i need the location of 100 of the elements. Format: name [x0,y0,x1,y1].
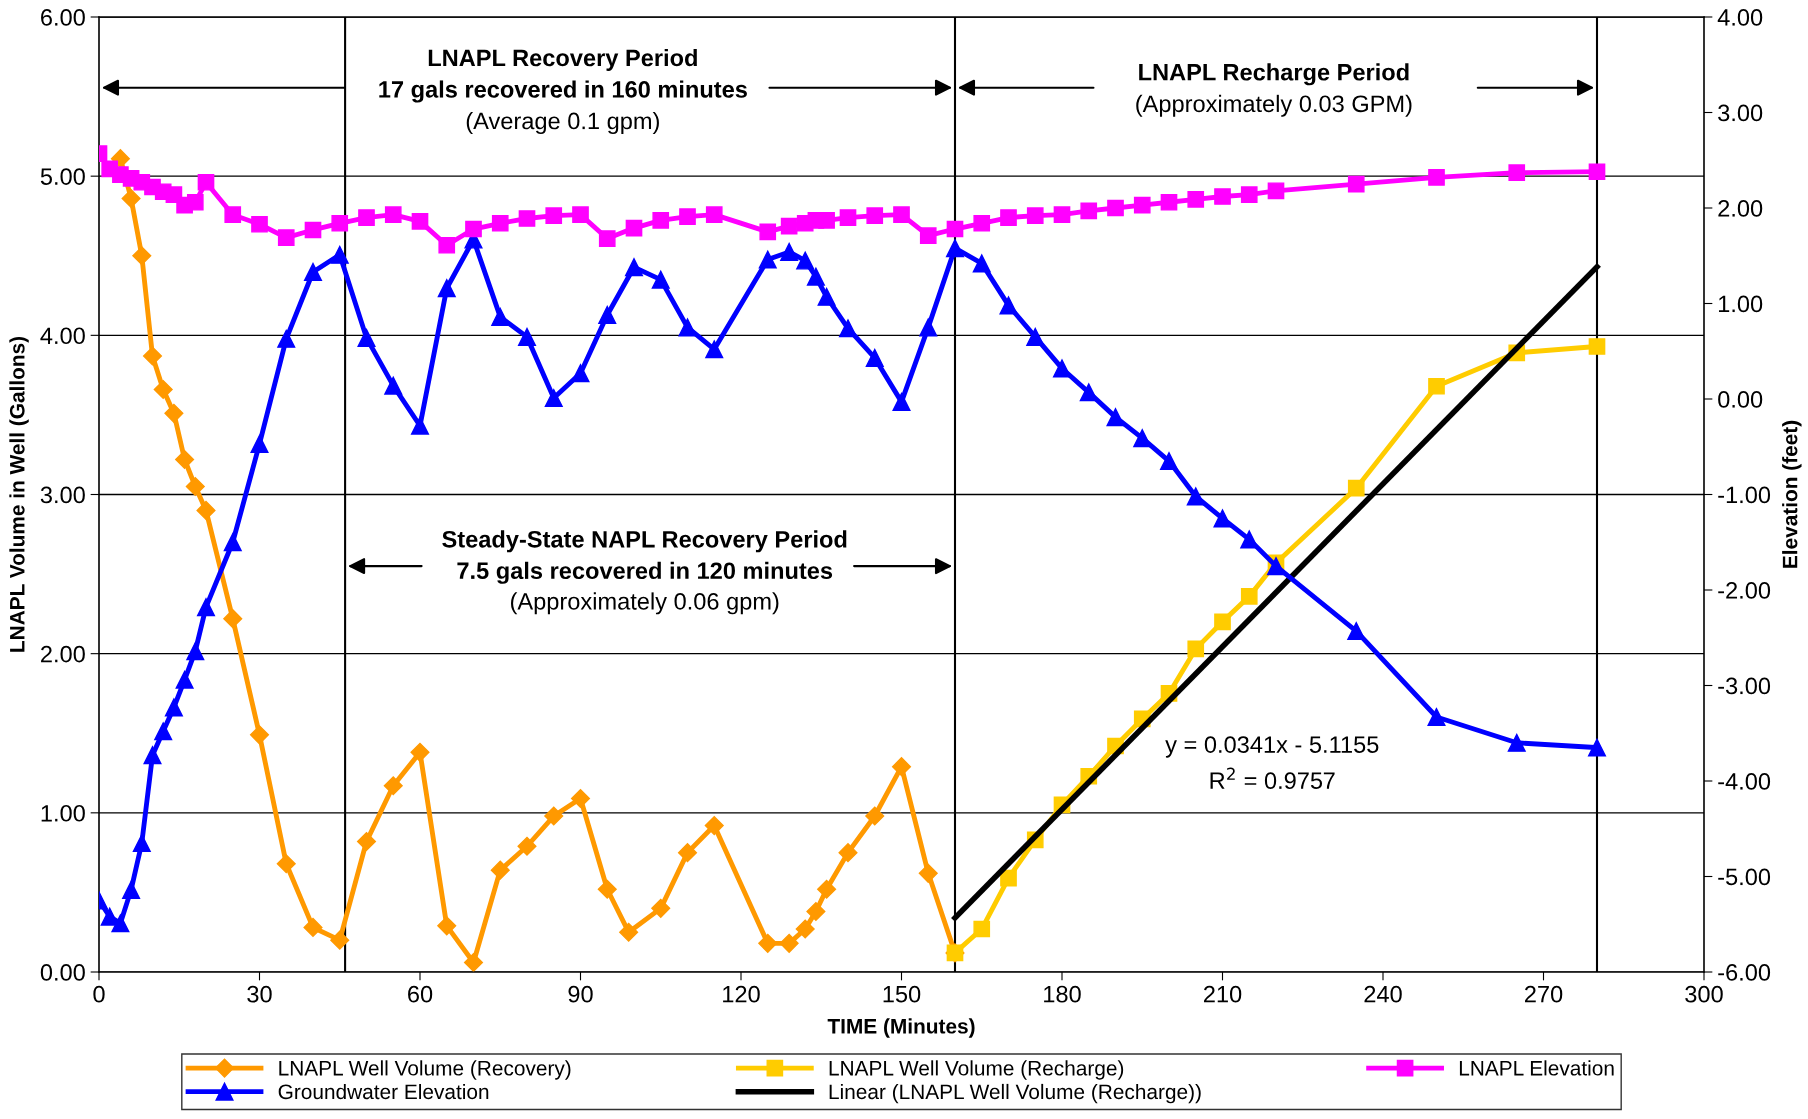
point [490,860,510,880]
point [1267,182,1285,200]
point [818,212,835,229]
point [838,319,858,338]
point [437,279,456,298]
point [358,209,375,226]
point [1347,622,1366,641]
y2-tick-label: -2.00 [1718,582,1771,599]
annotation: LNAPL Recharge Period [1139,63,1409,86]
point [1507,733,1526,752]
point [196,598,216,617]
point [945,239,965,258]
point [1106,408,1125,427]
x-tick-label: 60 [408,985,433,1003]
annotation: (Approximately 0.03 GPM) [1136,94,1412,117]
point [678,318,697,337]
point [1026,327,1045,346]
y2-axis-title: Elevation (feet) [1782,420,1802,568]
y-tick-label: 0.00 [40,964,85,981]
point [250,434,269,453]
point [197,173,215,191]
point [1588,338,1606,355]
legend-label: LNAPL Well Volume (Recharge) [829,1060,1124,1080]
point [186,193,204,211]
point [1133,196,1151,214]
point [780,217,798,235]
point [817,287,836,306]
annotation: y = 0.0341x - 5.1155 [1165,736,1379,758]
point [1347,175,1365,193]
x-tick-label: 150 [883,985,921,1003]
point [518,210,536,227]
point [164,698,183,717]
y2-tick-label: -4.00 [1718,773,1771,790]
point [303,262,323,282]
point [796,251,815,270]
point [544,389,563,408]
point [919,227,937,245]
point [679,208,696,225]
point [331,214,349,232]
point [185,477,205,497]
y2-tick-label: 0.00 [1718,391,1763,408]
point [704,816,724,836]
legend-label: Groundwater Elevation [278,1083,489,1100]
point [411,213,429,230]
y-axis-title: LNAPL Volume in Well (Gallons) [9,336,29,652]
point [1214,613,1231,631]
point [164,403,184,423]
point [1428,377,1445,395]
point [806,901,826,922]
point [865,348,884,367]
x-tick-label: 120 [723,985,760,1003]
point [1240,530,1259,549]
point [1080,202,1098,220]
point [175,449,195,470]
point [1000,209,1017,226]
y2-tick-label: 2.00 [1718,200,1763,217]
point [111,914,130,933]
legend-label: Linear (LNAPL Well Volume (Recharge)) [829,1083,1201,1104]
point [465,220,482,238]
point [806,267,825,286]
point [572,206,589,224]
point [780,242,799,261]
x-tick-label: 180 [1044,985,1081,1003]
point [384,206,402,224]
point [838,843,858,863]
point [973,920,991,938]
point [463,952,484,972]
annotation: (Approximately 0.06 gpm) [511,592,779,615]
point [759,223,777,241]
point [1508,164,1526,181]
point [437,916,457,936]
point [249,725,270,745]
point [651,270,670,289]
point [1159,452,1179,471]
y2-tick-label: -1.00 [1718,486,1771,504]
point [1427,707,1446,727]
point [251,215,268,233]
point [1026,207,1044,224]
point [1133,429,1152,448]
y2-tick-label: 1.00 [1718,295,1763,313]
y-tick-label: 5.00 [40,168,85,185]
point [303,917,323,937]
y-tick-label: 4.00 [40,327,85,345]
point [304,221,322,239]
point [598,305,617,324]
annotation: LNAPL Recovery Period [428,48,697,71]
point [865,806,885,826]
point [153,379,173,399]
y-tick-label: 2.00 [41,645,85,663]
point [758,250,777,269]
point [223,533,242,552]
y-tick-label: 3.00 [40,486,85,504]
point [652,212,670,229]
point [276,854,296,874]
point [1187,640,1205,658]
x-tick-label: 210 [1203,985,1242,1003]
point [330,245,349,264]
y2-tick-label: -3.00 [1718,677,1771,695]
y2-tick-label: -5.00 [1718,868,1771,886]
y2-tick-label: 3.00 [1718,104,1763,122]
